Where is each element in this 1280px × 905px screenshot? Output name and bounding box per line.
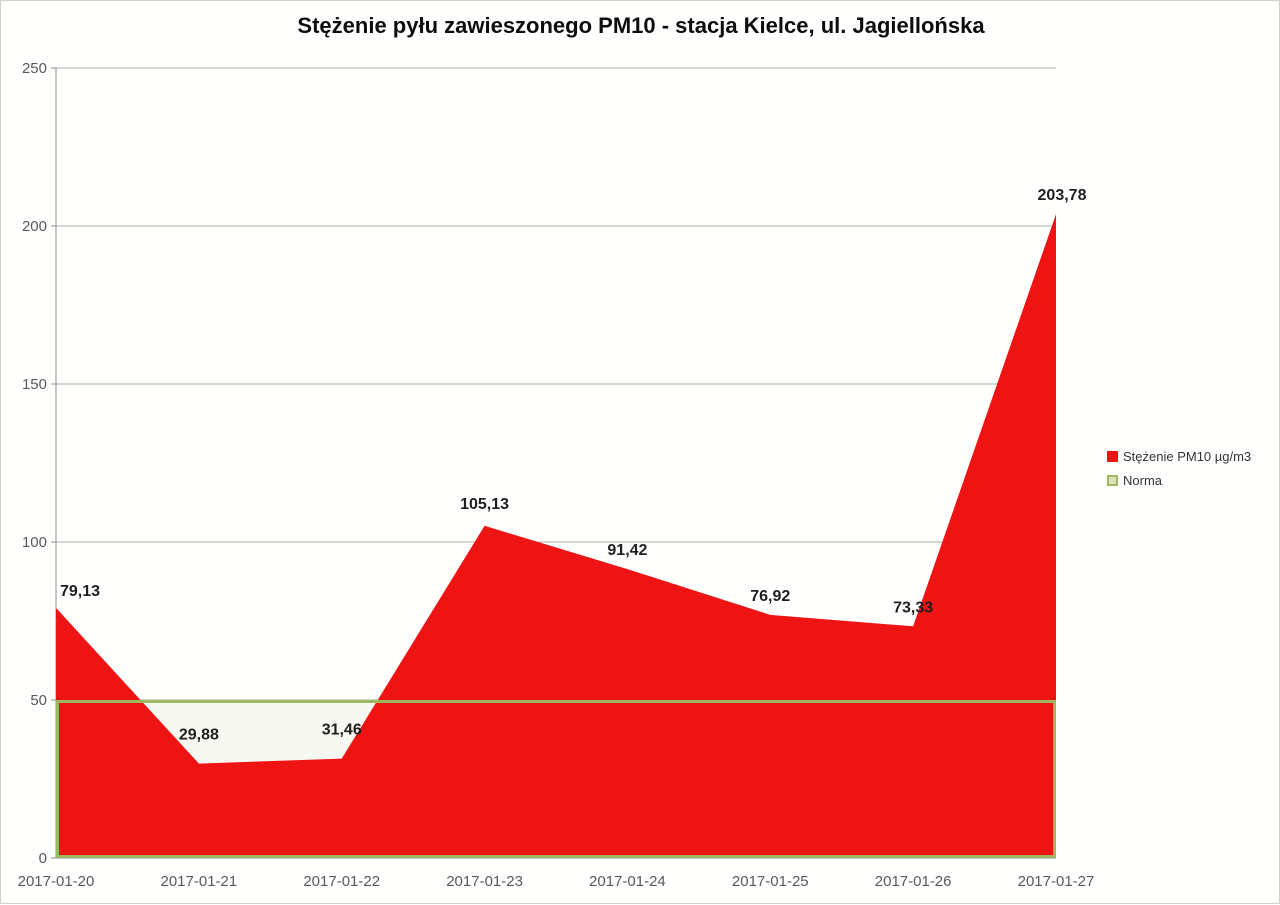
- data-label: 203,78: [1038, 187, 1087, 204]
- x-axis-tick-label: 2017-01-26: [875, 873, 952, 890]
- data-label: 79,13: [60, 583, 100, 600]
- legend-label-norma: Norma: [1123, 473, 1163, 488]
- data-label: 73,33: [893, 599, 933, 616]
- chart-title: Stężenie pyłu zawieszonego PM10 - stacja…: [297, 13, 985, 38]
- legend: Stężenie PM10 µg/m3 Norma: [1107, 449, 1251, 488]
- norma-series-swatch-icon: [1107, 475, 1118, 486]
- x-axis-tick-label: 2017-01-22: [303, 873, 380, 890]
- pm10-series-swatch-icon: [1107, 451, 1118, 462]
- data-label: 91,42: [607, 542, 647, 559]
- y-axis-tick-label: 50: [30, 692, 47, 709]
- y-axis-tick-label: 100: [22, 534, 47, 551]
- legend-item-norma: Norma: [1107, 473, 1251, 488]
- data-label: 105,13: [460, 496, 509, 513]
- y-axis-tick-label: 200: [22, 218, 47, 235]
- data-label: 31,46: [322, 722, 362, 739]
- y-axis-tick-label: 150: [22, 376, 47, 393]
- data-label: 76,92: [750, 588, 790, 605]
- norma-band-border: [56, 700, 1056, 858]
- pm10-area-series: [56, 214, 1056, 859]
- x-axis-tick-label: 2017-01-25: [732, 873, 809, 890]
- x-axis-tick-label: 2017-01-21: [160, 873, 237, 890]
- x-axis-tick-label: 2017-01-20: [18, 873, 95, 890]
- data-label: 29,88: [179, 727, 219, 744]
- x-axis-tick-label: 2017-01-24: [589, 873, 666, 890]
- legend-item-pm10: Stężenie PM10 µg/m3: [1107, 449, 1251, 464]
- legend-label-pm10: Stężenie PM10 µg/m3: [1123, 449, 1252, 464]
- y-axis-tick-label: 250: [22, 60, 47, 77]
- y-axis-tick-label: 0: [39, 850, 47, 867]
- x-axis-tick-label: 2017-01-23: [446, 873, 523, 890]
- x-axis-tick-label: 2017-01-27: [1018, 873, 1095, 890]
